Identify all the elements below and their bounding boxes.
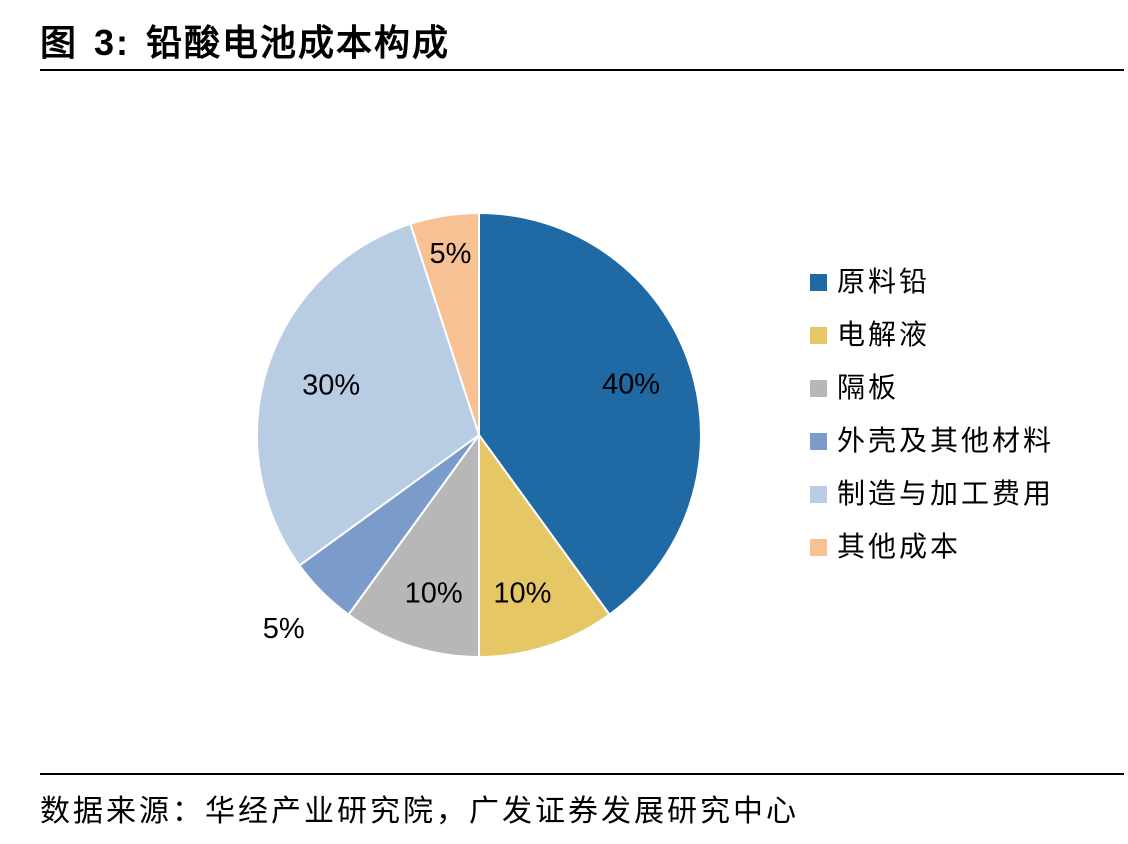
legend-swatch-3 (810, 433, 827, 450)
legend-label-5: 其他成本 (837, 530, 961, 563)
legend-swatch-0 (810, 274, 827, 291)
source-note: 数据来源：华经产业研究院，广发证券发展研究中心 (40, 794, 799, 829)
pie-slice-0 (478, 211, 702, 616)
figure-label: 图 (40, 23, 79, 64)
title-rule (40, 69, 1124, 71)
legend-label-3: 外壳及其他材料 (837, 424, 1054, 457)
figure-title: 图 3: 铅酸电池成本构成 (40, 14, 450, 66)
slice-label-2: 10% (405, 578, 463, 610)
legend-label-4: 制造与加工费用 (837, 477, 1054, 510)
legend-label-2: 隔板 (837, 371, 899, 404)
legend-swatch-5 (810, 539, 827, 556)
slice-label-0: 40% (602, 368, 660, 400)
legend-swatch-2 (810, 380, 827, 397)
legend-label-1: 电解液 (837, 318, 930, 351)
pie-slice-5 (409, 211, 480, 436)
pie-slice-2 (347, 431, 480, 659)
slice-label-3: 5% (263, 613, 305, 645)
pie-slice-1 (478, 431, 611, 659)
source-rule (40, 773, 1124, 775)
pie-slice-4 (256, 222, 481, 567)
legend-swatch-1 (810, 327, 827, 344)
figure-title-text: 铅酸电池成本构成 (146, 23, 451, 64)
legend-swatch-4 (810, 486, 827, 503)
slice-label-4: 30% (302, 370, 360, 402)
slice-label-1: 10% (493, 578, 551, 610)
slice-label-5: 5% (430, 238, 472, 270)
figure-number: 3: (94, 22, 131, 63)
legend-label-0: 原料铅 (837, 265, 930, 298)
